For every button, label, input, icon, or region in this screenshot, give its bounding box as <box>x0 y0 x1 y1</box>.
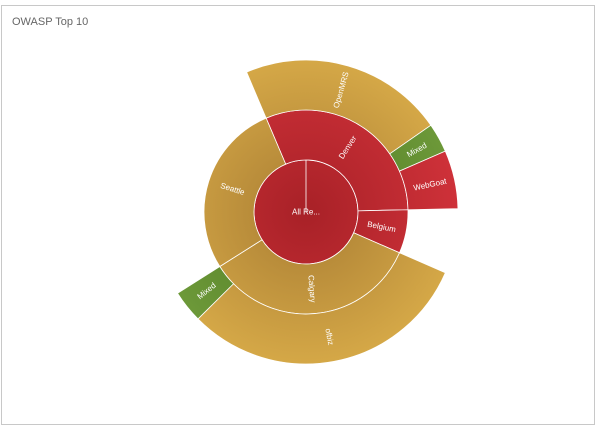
segment-calgary-ofbiz[interactable] <box>197 252 446 365</box>
label-calgary-ofbiz: ofbiz <box>323 328 335 346</box>
label-calgary: Calgary <box>306 275 317 303</box>
segment-denver-webgoat[interactable] <box>398 150 459 211</box>
label-root: All Re... <box>292 208 320 217</box>
chart-title: OWASP Top 10 <box>12 16 89 28</box>
segment-seattle[interactable] <box>203 117 287 268</box>
sunburst-chart: All Re...DenverOpenMRSMixedWebGoatBelgiu… <box>176 59 459 365</box>
